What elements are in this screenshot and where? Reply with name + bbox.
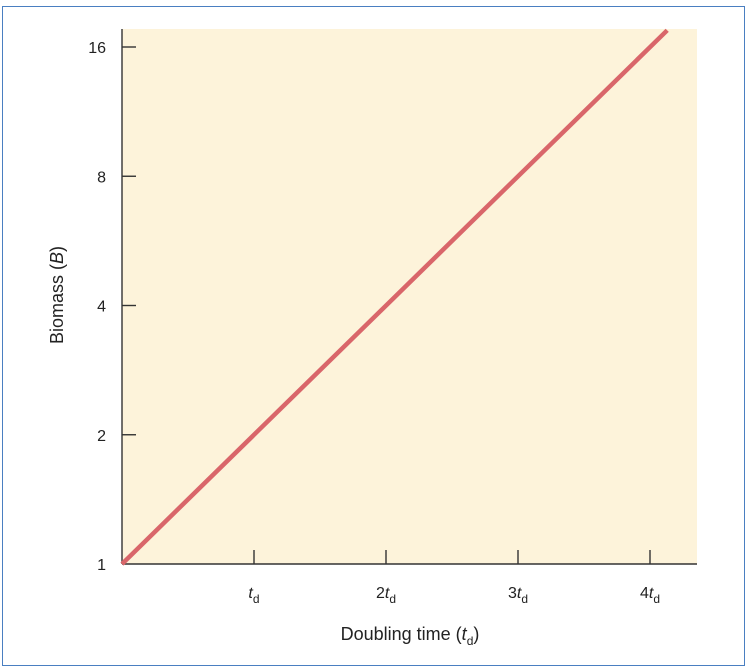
y-tick-label: 4 [97,299,106,316]
x-axis-title: Doubling time (td) [341,624,480,648]
y-axis-ticks: 1 2 4 8 16 [88,40,136,574]
x-tick-label-var: t [649,585,654,602]
y-tick-label: 1 [97,557,106,574]
x-tick-label-sub: d [521,592,528,606]
x-axis-ticks: td 2td 3td 4td [248,550,660,606]
x-tick-label: 2td [376,585,396,606]
y-tick-label: 2 [97,428,106,445]
x-axis-title-prefix: Doubling time ( [341,624,462,644]
x-tick-label: 3td [508,585,528,606]
series-group [120,28,669,566]
x-tick-label-var: t [248,585,253,602]
plot-background [122,29,697,564]
x-tick-label: 4td [640,585,660,606]
x-tick-label-var: t [385,585,390,602]
x-axis-title-suffix: ) [473,624,479,644]
x-tick-label-sub: d [653,592,660,606]
series-line [120,28,669,566]
x-tick-label-sub: d [253,592,260,606]
x-tick-label-coef: 2 [376,585,385,602]
y-tick-label: 16 [88,40,106,57]
y-axis-title-var: B [47,252,67,264]
x-tick-label-sub: d [389,592,396,606]
x-tick-label-coef: 4 [640,585,649,602]
x-tick-label-var: t [517,585,522,602]
x-axis-title-var: t [462,624,468,644]
x-tick-label: td [248,585,259,606]
x-axis-title-sub: d [467,634,474,648]
y-tick-label: 8 [97,169,106,186]
x-tick-label-coef: 3 [508,585,517,602]
y-axis-title: Biomass (B) [47,246,67,344]
y-axis-title-prefix: Biomass ( [47,264,67,344]
y-axis-title-suffix: ) [47,246,67,252]
